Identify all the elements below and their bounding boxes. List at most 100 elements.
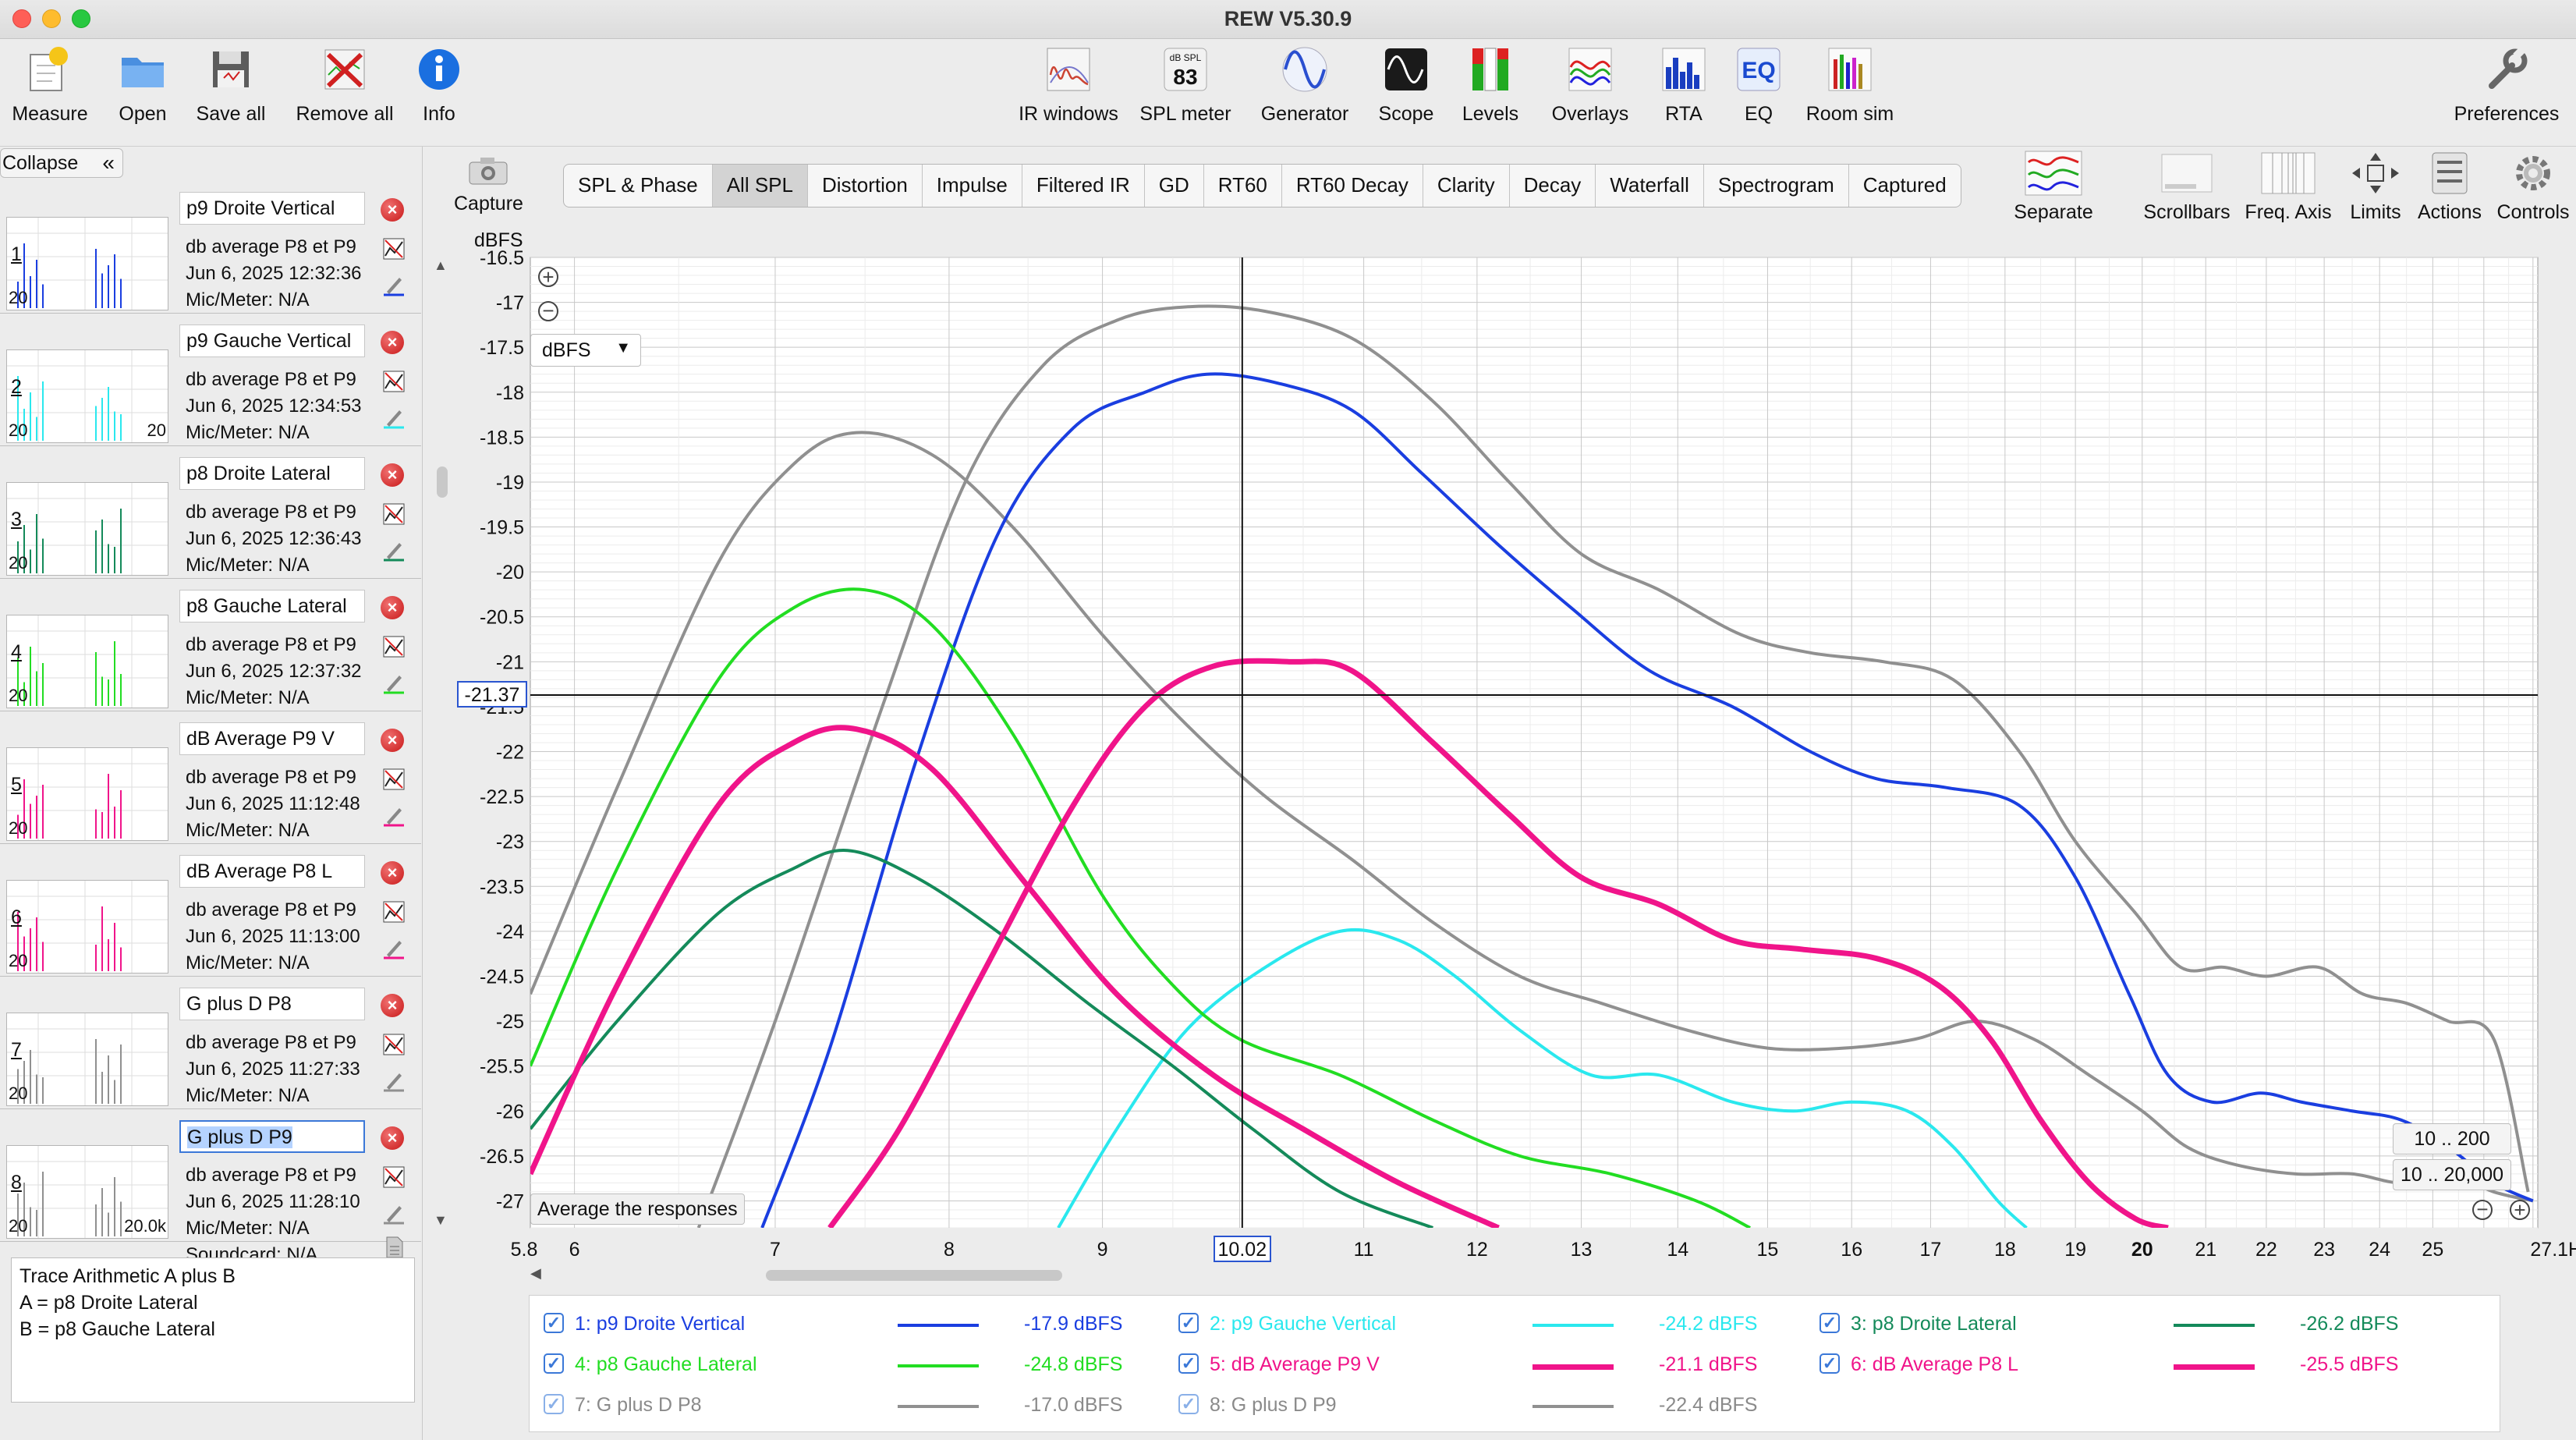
window-zoom-button[interactable] bbox=[72, 9, 90, 28]
scroll-up-arrow-icon[interactable]: ▲ bbox=[434, 257, 448, 273]
rta-button[interactable]: RTA bbox=[1657, 44, 1711, 126]
levels-button[interactable]: Levels bbox=[1455, 44, 1525, 126]
measurement-number[interactable]: 3 bbox=[11, 509, 22, 530]
measurement-number[interactable]: 7 bbox=[11, 1039, 22, 1061]
trace-color-pen-icon[interactable] bbox=[382, 936, 406, 959]
measurement-item[interactable]: dB Average P8 L × 20 6 db average P8 et … bbox=[0, 844, 421, 977]
measurement-item[interactable]: G plus D P8 × 20 7 db average P8 et P9 Ju… bbox=[0, 977, 421, 1109]
horizontal-scrollbar-thumb[interactable] bbox=[766, 1270, 1062, 1281]
delete-measurement-button[interactable]: × bbox=[381, 198, 404, 222]
measurement-number[interactable]: 4 bbox=[11, 641, 22, 663]
tab-clarity[interactable]: Clarity bbox=[1423, 165, 1510, 207]
tab-captured[interactable]: Captured bbox=[1862, 173, 1947, 197]
trace-arithmetic-notes[interactable]: Trace Arithmetic A plus B A = p8 Droite … bbox=[11, 1257, 415, 1403]
measurement-number[interactable]: 8 bbox=[11, 1172, 22, 1193]
preferences-button[interactable]: Preferences bbox=[2450, 44, 2563, 126]
room-sim-button[interactable]: Room sim bbox=[1798, 44, 1901, 126]
measurement-thumbnail[interactable]: 20 bbox=[6, 615, 168, 708]
range-10-200-button[interactable]: 10 .. 200 bbox=[2393, 1123, 2511, 1154]
tab-filtered-ir[interactable]: Filtered IR bbox=[1022, 165, 1145, 207]
trace-visibility-checkbox[interactable]: ✓ bbox=[544, 1394, 564, 1414]
measurement-thumbnail[interactable]: 20 bbox=[6, 880, 168, 974]
measurement-number[interactable]: 1 bbox=[11, 243, 22, 265]
y-zoom-out-button[interactable]: − bbox=[538, 300, 558, 321]
measurement-name-field[interactable]: p9 Gauche Vertical bbox=[179, 325, 365, 357]
trace-visibility-checkbox[interactable]: ✓ bbox=[1178, 1394, 1199, 1414]
ir-windows-button[interactable]: IR windows bbox=[1014, 44, 1123, 126]
measurement-item[interactable]: G plus D P9 × 20 20.0k 8 db average P8 e… bbox=[0, 1109, 421, 1265]
save-all-button[interactable]: Save all bbox=[190, 44, 271, 126]
measurement-thumbnail[interactable]: 20 bbox=[6, 1013, 168, 1106]
measurement-item[interactable]: p8 Droite Lateral × 20 3 db average P8 e… bbox=[0, 446, 421, 579]
measurement-name-field[interactable]: G plus D P9 bbox=[179, 1120, 365, 1153]
trace-color-pen-icon[interactable] bbox=[382, 273, 406, 296]
delete-measurement-button[interactable]: × bbox=[381, 861, 404, 885]
window-close-button[interactable] bbox=[12, 9, 31, 28]
remove-all-button[interactable]: Remove all bbox=[290, 44, 399, 126]
trace-visibility-checkbox[interactable]: ✓ bbox=[1178, 1313, 1199, 1333]
scope-button[interactable]: Scope bbox=[1373, 44, 1440, 126]
measurement-item[interactable]: p8 Gauche Lateral × 20 4 db average P8 e… bbox=[0, 579, 421, 711]
measure-button[interactable]: Measure bbox=[9, 44, 90, 126]
trace-color-pen-icon[interactable] bbox=[382, 671, 406, 694]
measurement-thumbnail[interactable]: 20 20.0k bbox=[6, 1145, 168, 1239]
notes-document-icon[interactable] bbox=[382, 1236, 406, 1259]
separate-button[interactable]: Separate bbox=[2011, 148, 2096, 224]
capture-button[interactable]: Capture bbox=[454, 153, 523, 215]
delete-measurement-button[interactable]: × bbox=[381, 596, 404, 619]
freq-axis-button[interactable]: Freq. Axis bbox=[2243, 148, 2333, 224]
measurement-thumbnail[interactable]: 20 20 bbox=[6, 349, 168, 443]
scroll-left-arrow-icon[interactable]: ◀ bbox=[530, 1265, 541, 1281]
measurement-thumbnail[interactable]: 20 bbox=[6, 217, 168, 310]
measurement-item[interactable]: dB Average P9 V × 20 5 db average P8 et … bbox=[0, 711, 421, 844]
trace-color-pen-icon[interactable] bbox=[382, 538, 406, 562]
measurement-chart-icon[interactable] bbox=[382, 237, 406, 261]
delete-measurement-button[interactable]: × bbox=[381, 994, 404, 1017]
delete-measurement-button[interactable]: × bbox=[381, 729, 404, 752]
tab-spl-phase[interactable]: SPL & Phase bbox=[564, 165, 713, 207]
measurement-name-field[interactable]: dB Average P8 L bbox=[179, 855, 365, 888]
y-zoom-in-button[interactable]: + bbox=[538, 267, 558, 287]
tab-distortion[interactable]: Distortion bbox=[808, 165, 923, 207]
scroll-down-arrow-icon[interactable]: ▼ bbox=[434, 1212, 448, 1228]
actions-button[interactable]: Actions bbox=[2411, 148, 2488, 224]
trace-visibility-checkbox[interactable]: ✓ bbox=[1178, 1353, 1199, 1374]
trace-visibility-checkbox[interactable]: ✓ bbox=[1819, 1353, 1840, 1374]
delete-measurement-button[interactable]: × bbox=[381, 331, 404, 354]
measurement-number[interactable]: 2 bbox=[11, 376, 22, 398]
info-button[interactable]: Info bbox=[412, 44, 466, 126]
horizontal-scrollbar[interactable] bbox=[530, 1270, 2538, 1281]
trace-color-pen-icon[interactable] bbox=[382, 1201, 406, 1225]
average-responses-button[interactable]: Average the responses bbox=[530, 1193, 745, 1225]
trace-color-pen-icon[interactable] bbox=[382, 406, 406, 429]
measurement-thumbnail[interactable]: 20 bbox=[6, 482, 168, 576]
overlays-button[interactable]: Overlays bbox=[1541, 44, 1639, 126]
tab-rt60-decay[interactable]: RT60 Decay bbox=[1282, 165, 1423, 207]
measurement-name-field[interactable]: p8 Gauche Lateral bbox=[179, 590, 365, 622]
unit-select[interactable]: dBFS ▼ bbox=[530, 334, 641, 367]
controls-button[interactable]: Controls bbox=[2493, 148, 2574, 224]
x-zoom-out-button[interactable]: − bbox=[2472, 1199, 2493, 1220]
measurement-chart-icon[interactable] bbox=[382, 502, 406, 526]
open-button[interactable]: Open bbox=[108, 44, 178, 126]
measurement-name-field[interactable]: dB Average P9 V bbox=[179, 722, 365, 755]
generator-button[interactable]: Generator bbox=[1254, 44, 1355, 126]
delete-measurement-button[interactable]: × bbox=[381, 463, 404, 487]
measurement-name-field[interactable]: G plus D P8 bbox=[179, 988, 365, 1020]
x-zoom-in-button[interactable]: + bbox=[2510, 1200, 2530, 1220]
limits-button[interactable]: Limits bbox=[2343, 148, 2408, 224]
trace-color-pen-icon[interactable] bbox=[382, 803, 406, 827]
scrollbars-button[interactable]: Scrollbars bbox=[2137, 148, 2237, 224]
measurement-chart-icon[interactable] bbox=[382, 768, 406, 791]
eq-button[interactable]: EQ EQ bbox=[1733, 44, 1784, 126]
measurement-chart-icon[interactable] bbox=[382, 1033, 406, 1056]
window-minimize-button[interactable] bbox=[42, 9, 61, 28]
vertical-scrollbar-thumb[interactable] bbox=[437, 466, 448, 498]
tab-gd[interactable]: GD bbox=[1145, 165, 1204, 207]
collapse-button[interactable]: Collapse « bbox=[0, 148, 123, 178]
spl-meter-button[interactable]: dB SPL 83 SPL meter bbox=[1132, 44, 1238, 126]
measurement-item[interactable]: p9 Droite Vertical × 20 1 db average P8 … bbox=[0, 181, 421, 314]
tab-decay[interactable]: Decay bbox=[1510, 165, 1596, 207]
trace-visibility-checkbox[interactable]: ✓ bbox=[1819, 1313, 1840, 1333]
